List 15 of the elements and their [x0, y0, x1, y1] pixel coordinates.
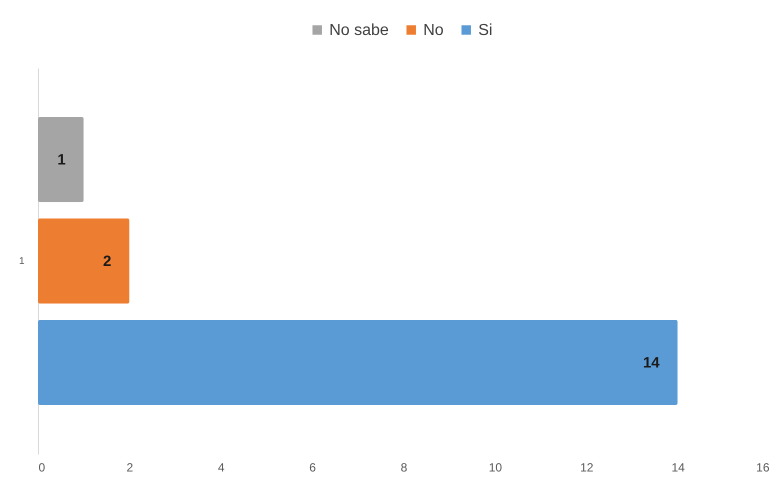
- x-tick-label: 6: [309, 460, 316, 474]
- legend-label: No: [423, 22, 444, 39]
- x-tick-label: 14: [671, 460, 686, 474]
- x-tick-label: 4: [218, 460, 225, 474]
- x-tick-label: 8: [400, 460, 408, 474]
- x-tick-label: 2: [126, 460, 134, 474]
- data-label: 14: [642, 354, 660, 372]
- data-label: 2: [103, 253, 112, 270]
- x-tick-label: 10: [488, 460, 502, 474]
- legend-label: No sabe: [329, 22, 389, 39]
- x-tick-label: 16: [756, 460, 770, 474]
- x-tick-label: 12: [580, 460, 594, 474]
- legend-label: Si: [478, 22, 492, 39]
- data-label: 1: [57, 152, 66, 169]
- x-tick-label: 0: [38, 460, 46, 474]
